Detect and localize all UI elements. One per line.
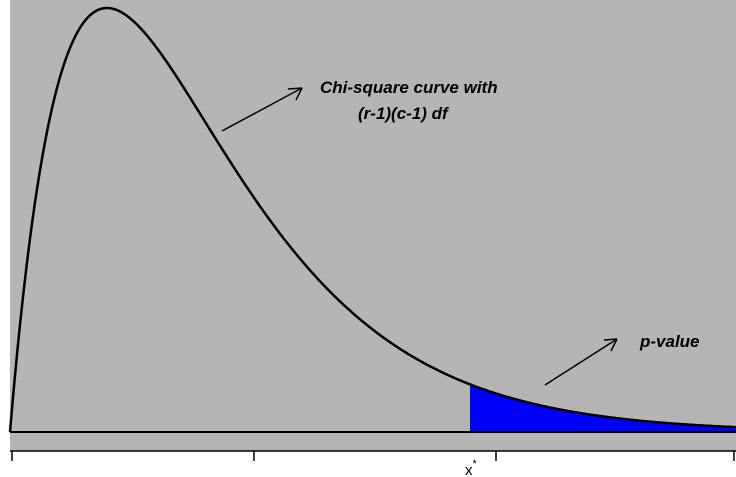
curve-annotation-arrow <box>221 87 303 132</box>
curve-arrowhead <box>287 87 303 101</box>
chi-square-curve <box>8 6 736 433</box>
p-value-arrowhead <box>603 338 618 352</box>
critical-superscript: * <box>473 458 478 470</box>
critical-value-label: x* <box>465 458 478 477</box>
curve-label-line2: (r-1)(c-1) df <box>358 104 450 123</box>
plot-panel <box>10 0 736 451</box>
p-value-tail-region <box>470 384 736 432</box>
p-value-label: p-value <box>639 332 700 351</box>
critical-symbol: x <box>465 462 473 477</box>
p-value-arrow <box>544 338 618 386</box>
curve-label-line1: Chi-square curve with <box>320 78 498 97</box>
